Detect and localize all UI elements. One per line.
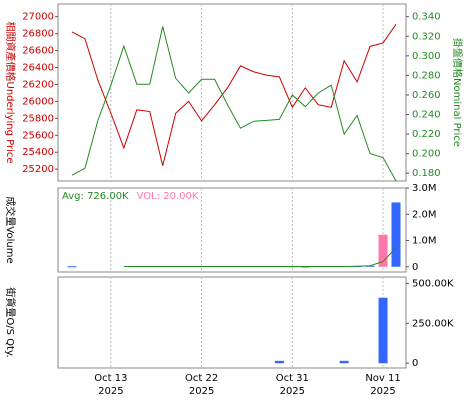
x-tick-year: 2025	[280, 386, 305, 397]
x-tick-label: Oct 13 2025	[94, 373, 127, 397]
y2-tick-label: 0.260	[412, 90, 441, 101]
series-line	[123, 247, 397, 267]
y2-tick-label: 0.340	[412, 12, 441, 23]
y-tick-label: 26800	[22, 29, 54, 40]
x-tick-year: 2025	[189, 386, 214, 397]
bar	[365, 265, 375, 267]
y2-axis-label: 掛盤價格Nominal Price	[451, 38, 464, 147]
y-tick-label: 26600	[22, 46, 54, 57]
y-tick-label: 25200	[22, 164, 54, 175]
y-tick-label: 26000	[22, 96, 54, 107]
y-tick-label: 25800	[22, 113, 54, 124]
x-tick-label: Oct 22 2025	[185, 373, 218, 397]
bar	[378, 234, 388, 267]
bar	[67, 266, 77, 268]
y-tick-label: 500.00K	[412, 278, 454, 289]
x-tick-label: Nov 11 2025	[365, 373, 400, 397]
bar	[274, 360, 284, 364]
series-line	[71, 24, 397, 166]
legend-annotation: VOL: 20.00K	[137, 191, 199, 202]
y-tick-label: 26400	[22, 63, 54, 74]
y-tick-label: 2.0M	[412, 209, 437, 220]
y-axis-label: 成交量Volume	[4, 196, 17, 263]
y2-tick-label: 0.220	[412, 129, 441, 140]
x-tick-date: Oct 31	[276, 373, 309, 384]
y-tick-label: 27000	[22, 12, 54, 23]
x-tick-date: Oct 22	[185, 373, 218, 384]
y2-tick-label: 0.200	[412, 149, 441, 160]
plot-frame	[57, 187, 407, 273]
legend-annotation: Avg: 726.00K	[62, 191, 129, 202]
series-line	[71, 26, 397, 182]
x-tick-year: 2025	[370, 386, 395, 397]
y2-tick-label: 0.320	[412, 31, 441, 42]
y-tick-label: 26200	[22, 79, 54, 90]
y-tick-label: 25600	[22, 130, 54, 141]
y-axis-label: 相關資產價格Underlying Price	[4, 21, 17, 163]
y2-tick-label: 0.240	[412, 110, 441, 121]
x-tick-date: Nov 11	[365, 373, 400, 384]
y-tick-label: 3.0M	[412, 183, 437, 194]
y2-tick-label: 0.180	[412, 168, 441, 179]
y-tick-label: 0	[412, 262, 418, 273]
x-tick-label: Oct 31 2025	[276, 373, 309, 397]
x-tick-year: 2025	[98, 386, 123, 397]
y-tick-label: 25400	[22, 147, 54, 158]
bar	[391, 202, 401, 267]
plot-frame	[57, 276, 407, 369]
bar	[378, 297, 388, 364]
y-tick-label: 250.00K	[412, 318, 454, 329]
y2-tick-label: 0.280	[412, 70, 441, 81]
x-tick-date: Oct 13	[94, 373, 127, 384]
y-tick-label: 0	[412, 358, 418, 369]
y-tick-label: 1.0M	[412, 236, 437, 247]
y-axis-label: 街貨量O/S Qty.	[4, 287, 17, 357]
bar	[339, 360, 349, 364]
plot-frame	[57, 3, 407, 182]
y2-tick-label: 0.300	[412, 51, 441, 62]
